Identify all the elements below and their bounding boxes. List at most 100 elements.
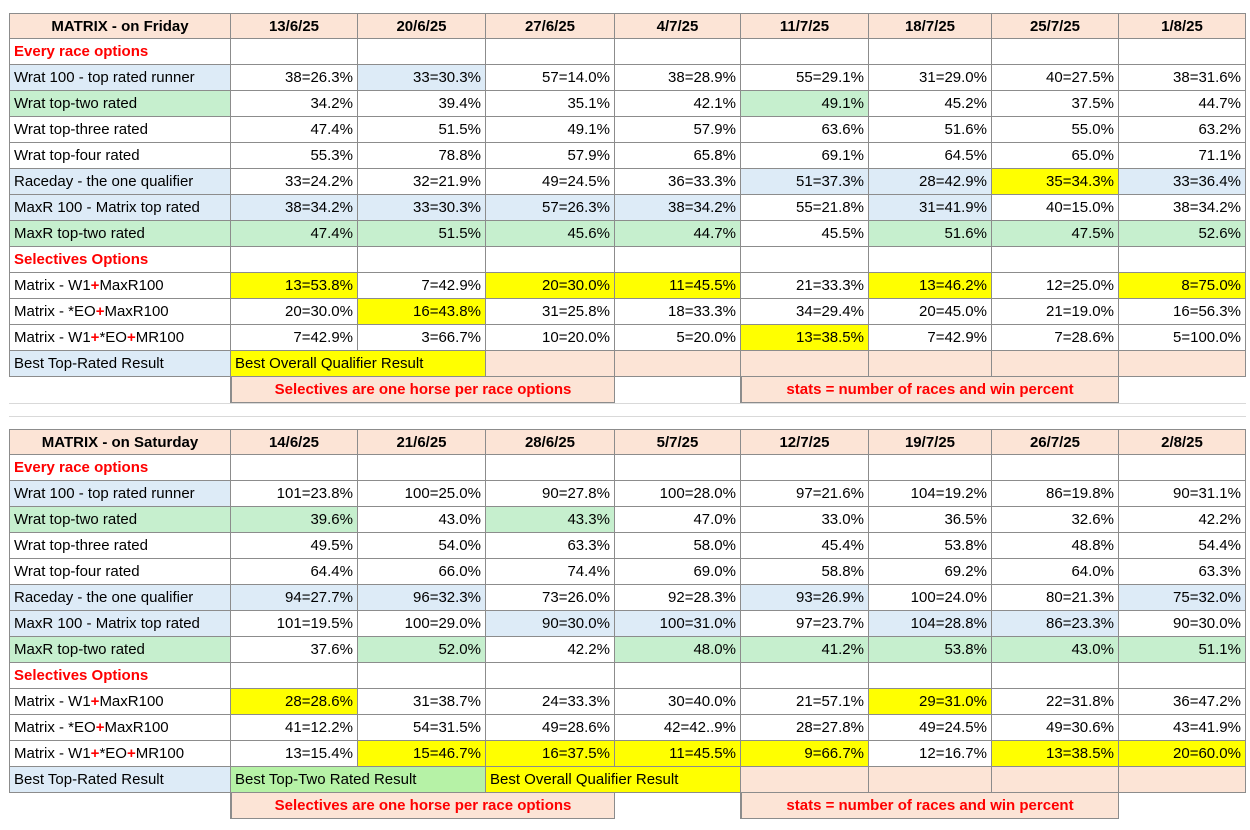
stat-cell[interactable]: 34.2%: [231, 91, 358, 117]
stat-cell[interactable]: 45.4%: [741, 533, 869, 559]
stat-cell[interactable]: 39.6%: [231, 507, 358, 533]
stat-cell[interactable]: 49=24.5%: [486, 169, 615, 195]
empty-cell[interactable]: [1119, 247, 1246, 273]
stat-cell[interactable]: 15=46.7%: [358, 741, 486, 767]
stat-cell[interactable]: 28=42.9%: [869, 169, 992, 195]
stat-cell[interactable]: 90=30.0%: [486, 611, 615, 637]
stat-cell[interactable]: 45.6%: [486, 221, 615, 247]
empty-cell[interactable]: [486, 39, 615, 65]
stat-cell[interactable]: 32.6%: [992, 507, 1119, 533]
stat-cell[interactable]: 38=34.2%: [615, 195, 741, 221]
stat-cell[interactable]: 55=21.8%: [741, 195, 869, 221]
empty-cell[interactable]: [992, 39, 1119, 65]
stat-cell[interactable]: 42.2%: [486, 637, 615, 663]
stat-cell[interactable]: 65.8%: [615, 143, 741, 169]
empty-cell[interactable]: [231, 663, 358, 689]
stat-cell[interactable]: 33=36.4%: [1119, 169, 1246, 195]
stat-cell[interactable]: 42.2%: [1119, 507, 1246, 533]
stat-cell[interactable]: 28=27.8%: [741, 715, 869, 741]
stat-cell[interactable]: 35.1%: [486, 91, 615, 117]
empty-cell[interactable]: [1119, 351, 1246, 377]
stat-cell[interactable]: 18=33.3%: [615, 299, 741, 325]
stat-cell[interactable]: 33=30.3%: [358, 195, 486, 221]
stat-cell[interactable]: 43.3%: [486, 507, 615, 533]
stat-cell[interactable]: 36=47.2%: [1119, 689, 1246, 715]
stat-cell[interactable]: 64.5%: [869, 143, 992, 169]
stat-cell[interactable]: 78.8%: [358, 143, 486, 169]
stat-cell[interactable]: 69.1%: [741, 143, 869, 169]
stat-cell[interactable]: 52.0%: [358, 637, 486, 663]
empty-cell[interactable]: [992, 663, 1119, 689]
stat-cell[interactable]: 75=32.0%: [1119, 585, 1246, 611]
empty-cell[interactable]: [1119, 663, 1246, 689]
empty-cell[interactable]: [869, 39, 992, 65]
stat-cell[interactable]: 40=27.5%: [992, 65, 1119, 91]
stat-cell[interactable]: 86=23.3%: [992, 611, 1119, 637]
stat-cell[interactable]: 16=37.5%: [486, 741, 615, 767]
stat-cell[interactable]: 5=100.0%: [1119, 325, 1246, 351]
stat-cell[interactable]: 39.4%: [358, 91, 486, 117]
stat-cell[interactable]: 42.1%: [615, 91, 741, 117]
stat-cell[interactable]: 38=28.9%: [615, 65, 741, 91]
stat-cell[interactable]: 57.9%: [615, 117, 741, 143]
stat-cell[interactable]: 49.1%: [486, 117, 615, 143]
stat-cell[interactable]: 90=27.8%: [486, 481, 615, 507]
stat-cell[interactable]: 94=27.7%: [231, 585, 358, 611]
stat-cell[interactable]: 41=12.2%: [231, 715, 358, 741]
stat-cell[interactable]: 47.4%: [231, 221, 358, 247]
empty-cell[interactable]: [992, 767, 1119, 793]
stat-cell[interactable]: 73=26.0%: [486, 585, 615, 611]
stat-cell[interactable]: 12=16.7%: [869, 741, 992, 767]
empty-cell[interactable]: [358, 39, 486, 65]
stat-cell[interactable]: 36.5%: [869, 507, 992, 533]
stat-cell[interactable]: 49=28.6%: [486, 715, 615, 741]
empty-cell[interactable]: [231, 39, 358, 65]
stat-cell[interactable]: 51.1%: [1119, 637, 1246, 663]
stat-cell[interactable]: 100=29.0%: [358, 611, 486, 637]
stat-cell[interactable]: 43.0%: [358, 507, 486, 533]
stat-cell[interactable]: 42=42..9%: [615, 715, 741, 741]
stat-cell[interactable]: 51.5%: [358, 117, 486, 143]
stat-cell[interactable]: 64.4%: [231, 559, 358, 585]
stat-cell[interactable]: 37.6%: [231, 637, 358, 663]
stat-cell[interactable]: 55=29.1%: [741, 65, 869, 91]
stat-cell[interactable]: 101=19.5%: [231, 611, 358, 637]
stat-cell[interactable]: 43=41.9%: [1119, 715, 1246, 741]
stat-cell[interactable]: 47.5%: [992, 221, 1119, 247]
stat-cell[interactable]: 63.2%: [1119, 117, 1246, 143]
stat-cell[interactable]: 55.0%: [992, 117, 1119, 143]
stat-cell[interactable]: 49.1%: [741, 91, 869, 117]
empty-cell[interactable]: [358, 455, 486, 481]
stat-cell[interactable]: 53.8%: [869, 533, 992, 559]
stat-cell[interactable]: 22=31.8%: [992, 689, 1119, 715]
stat-cell[interactable]: 44.7%: [615, 221, 741, 247]
stat-cell[interactable]: 90=31.1%: [1119, 481, 1246, 507]
stat-cell[interactable]: 33=24.2%: [231, 169, 358, 195]
empty-cell[interactable]: [741, 663, 869, 689]
stat-cell[interactable]: 13=38.5%: [992, 741, 1119, 767]
stat-cell[interactable]: 49=30.6%: [992, 715, 1119, 741]
empty-cell[interactable]: [486, 455, 615, 481]
stat-cell[interactable]: 38=26.3%: [231, 65, 358, 91]
stat-cell[interactable]: 38=34.2%: [231, 195, 358, 221]
stat-cell[interactable]: 8=75.0%: [1119, 273, 1246, 299]
empty-cell[interactable]: [358, 663, 486, 689]
stat-cell[interactable]: 54.4%: [1119, 533, 1246, 559]
stat-cell[interactable]: 63.6%: [741, 117, 869, 143]
stat-cell[interactable]: 5=20.0%: [615, 325, 741, 351]
stat-cell[interactable]: 16=43.8%: [358, 299, 486, 325]
stat-cell[interactable]: 86=19.8%: [992, 481, 1119, 507]
stat-cell[interactable]: 33.0%: [741, 507, 869, 533]
empty-cell[interactable]: [741, 247, 869, 273]
stat-cell[interactable]: 24=33.3%: [486, 689, 615, 715]
empty-cell[interactable]: [741, 767, 869, 793]
empty-cell[interactable]: [231, 247, 358, 273]
stat-cell[interactable]: 31=25.8%: [486, 299, 615, 325]
empty-cell[interactable]: [615, 663, 741, 689]
empty-cell[interactable]: [615, 247, 741, 273]
empty-cell[interactable]: [869, 351, 992, 377]
stat-cell[interactable]: 10=20.0%: [486, 325, 615, 351]
stat-cell[interactable]: 7=42.9%: [231, 325, 358, 351]
stat-cell[interactable]: 63.3%: [1119, 559, 1246, 585]
stat-cell[interactable]: 13=15.4%: [231, 741, 358, 767]
